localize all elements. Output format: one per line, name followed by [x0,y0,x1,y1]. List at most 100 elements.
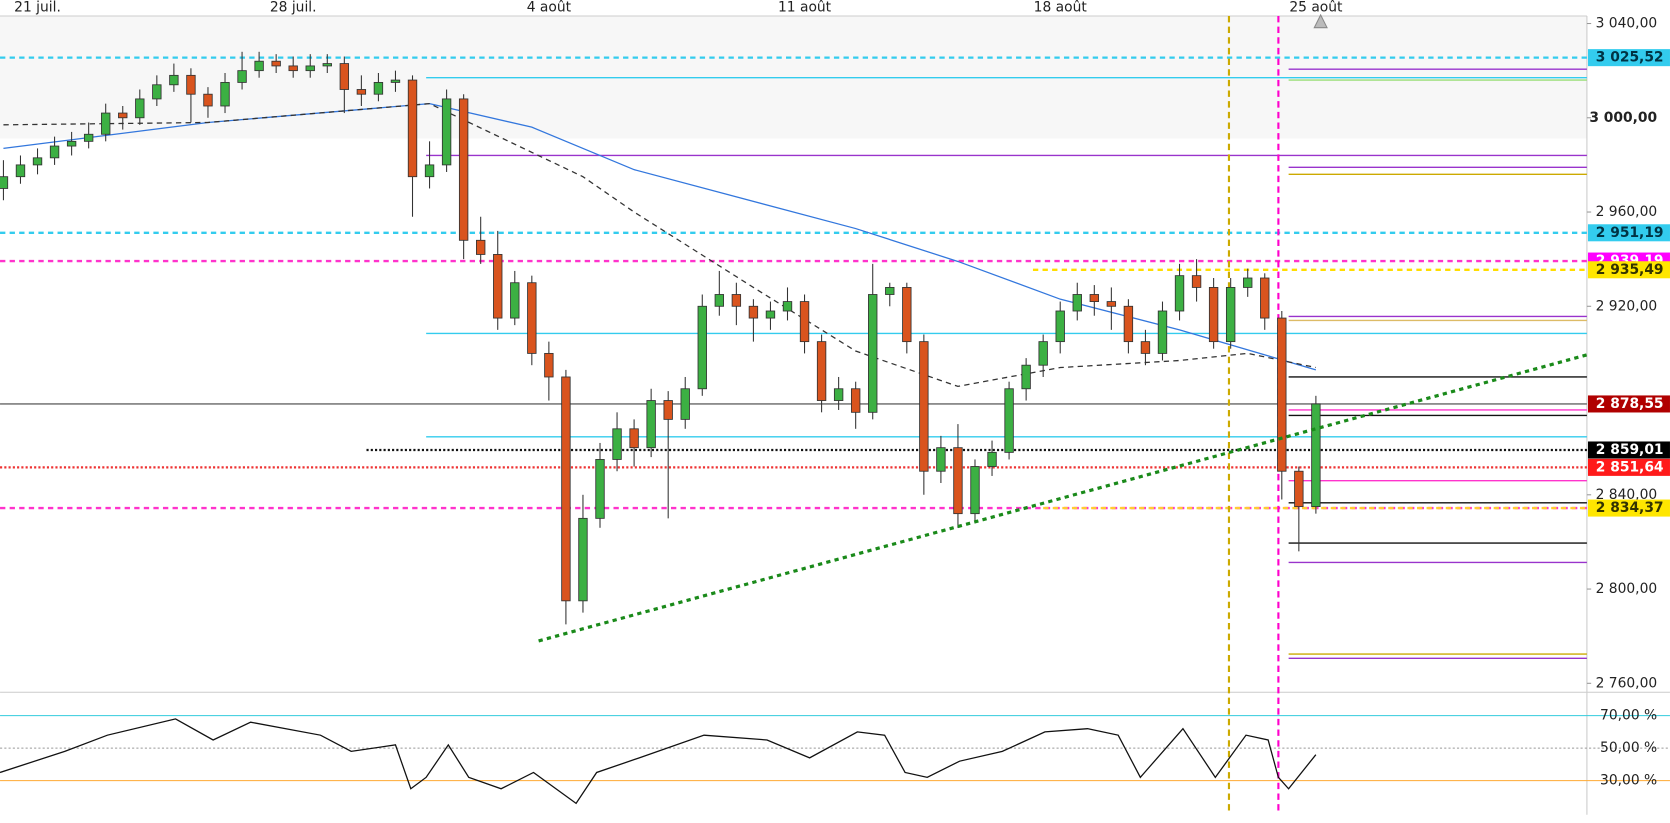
price-tag [1587,261,1670,279]
rsi-tick-label: 30,00 % [1600,773,1657,789]
candle-body [373,81,384,95]
candle-body [32,157,43,166]
y-tick-label: 2 960,00 [1596,204,1658,220]
trendline [538,353,1588,643]
candle-body [629,428,639,449]
y-tick-label: 2 800,00 [1596,581,1658,597]
candle-body [612,428,622,460]
y-tick-label: 2 760,00 [1596,675,1658,691]
candle-body [407,79,418,178]
candle-body [714,294,725,307]
candle-body [1225,287,1236,343]
candle-body [390,79,401,83]
candle-body [1191,275,1202,288]
candle-body [339,63,350,90]
candle-body [1277,317,1287,472]
candle-body [1311,403,1321,508]
y-tick-label: 2 920,00 [1596,298,1658,314]
candle-body [1072,294,1082,312]
candle-body [1208,287,1219,343]
x-tick-label: 21 juil. [14,0,61,15]
x-tick-label: 25 août [1289,0,1343,15]
candle-body [527,282,537,354]
candle-body [697,305,707,390]
candle-body [441,98,452,166]
candle-body [816,341,827,401]
candle-body [987,451,997,467]
price-tag-label: 2 951,19 [1596,225,1664,241]
candle-body [49,145,60,159]
moving-average [3,102,1316,388]
rsi-line [0,718,1317,805]
candle-body [731,294,742,307]
moving-average [3,102,1317,371]
x-tick-label: 4 août [527,0,572,15]
price-tag-label: 2 834,37 [1596,500,1664,516]
candle-body [458,98,469,241]
price-tag-label: 2 935,49 [1596,262,1664,278]
candle-body [1243,277,1253,288]
price-tag-label: 2 859,01 [1596,442,1664,458]
candle-body [169,74,179,86]
candle-body [1038,341,1048,366]
candle-body [1004,388,1014,453]
candle-body [765,310,776,319]
candle-body [1123,305,1134,343]
candle-body [271,60,281,67]
candle-body [850,388,861,413]
y-tick-label: 3 040,00 [1596,16,1658,32]
rsi-tick-label: 70,00 % [1600,708,1657,724]
candle-body [220,81,230,107]
candle-body [1174,275,1185,312]
candle-body [493,254,503,319]
y-tick-label: 2 840,00 [1596,487,1658,503]
price-tag [1587,224,1670,242]
price-tag [1587,499,1670,517]
price-tag [1587,441,1670,459]
candle-body [680,388,690,420]
candle-body [561,376,571,602]
price-tag [1587,49,1670,67]
candle-body [748,305,759,319]
candle-body [544,352,554,378]
candle-body [356,89,367,95]
candle-body [476,239,486,255]
candle-body [424,164,435,178]
rsi-tick-label: 50,00 % [1600,740,1657,756]
candle-body [203,93,213,107]
candle-body [578,517,588,602]
home-icon[interactable] [1313,13,1328,29]
price-tag [1587,458,1670,476]
candle-body [288,65,298,72]
candle-body [799,301,810,343]
candle-body [885,287,895,295]
candle-body [186,74,196,95]
candle-body [782,301,793,312]
candle-body [237,70,247,83]
candle-body [970,466,980,515]
candle-body [919,341,929,472]
x-tick-label: 28 juil. [270,0,317,15]
candle-body [152,84,162,100]
candle-body [1089,294,1099,302]
candle-body [1294,470,1304,508]
candle-body [936,447,946,472]
candle-body [1106,301,1117,307]
candle-body [305,65,315,72]
candle-body [953,447,963,515]
candle-body [101,112,111,135]
candle-body [15,164,26,178]
x-tick-label: 18 août [1034,0,1088,15]
price-tag-label: 2 851,64 [1596,459,1664,475]
candle-body [135,98,145,119]
candle-body [510,282,520,319]
candle-body [902,287,912,343]
candle-body [1021,364,1031,390]
candle-body [1140,341,1151,354]
price-tag-label: 2 878,55 [1596,396,1664,412]
candle-body [322,63,332,67]
candle-body [254,60,264,72]
x-tick-label: 11 août [778,0,832,15]
candle-body [646,400,656,449]
